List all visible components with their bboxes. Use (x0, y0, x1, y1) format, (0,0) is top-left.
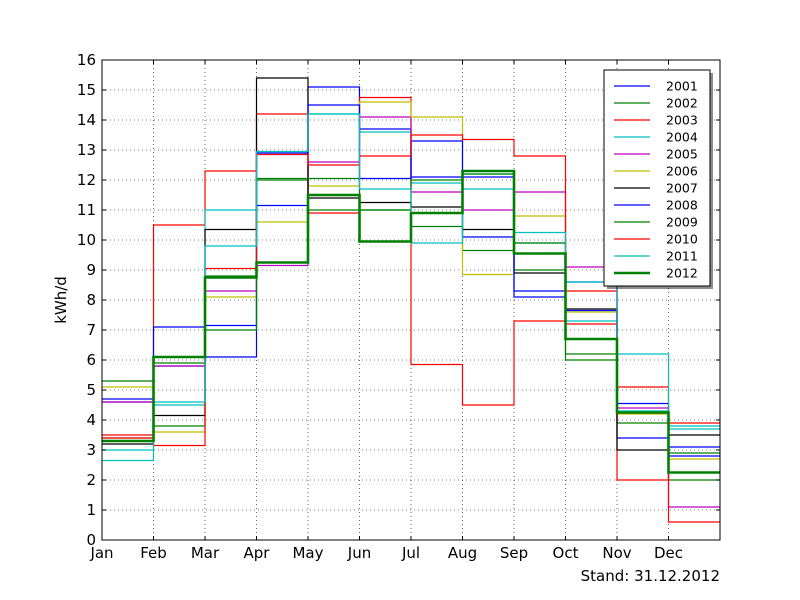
x-tick-label: Nov (602, 544, 631, 562)
legend-label-2011: 2011 (666, 249, 698, 264)
legend: 2001 2002 2003 2004 2005 2006 2007 2008 2009 2010… (603, 69, 713, 289)
legend-label-2003: 2003 (666, 113, 698, 128)
x-tick-label: Sep (500, 544, 528, 562)
x-tick-label: Dec (654, 544, 683, 562)
x-tick-label: Aug (448, 544, 477, 562)
y-tick-label: 11 (77, 201, 96, 219)
legend-label-2012: 2012 (666, 266, 698, 281)
y-tick-label: 14 (77, 111, 96, 129)
y-tick-label: 6 (86, 351, 96, 369)
x-tick-label: Oct (553, 544, 579, 562)
y-tick-label: 8 (86, 291, 96, 309)
x-tick-label: Feb (140, 544, 167, 562)
legend-label-2010: 2010 (666, 232, 698, 247)
y-tick-label: 1 (86, 501, 96, 519)
y-tick-label: 16 (77, 51, 96, 69)
y-tick-label: 9 (86, 261, 96, 279)
series-line-2012 (102, 169, 720, 474)
y-tick-label: 7 (86, 321, 96, 339)
stand-date: Stand: 31.12.2012 (580, 567, 720, 585)
y-tick-label: 0 (86, 531, 96, 549)
x-tick-label: Apr (244, 544, 271, 562)
y-tick-label: 13 (77, 141, 96, 159)
x-tick-label: Jul (401, 544, 420, 562)
legend-label-2005: 2005 (666, 147, 698, 162)
legend-label-2008: 2008 (666, 198, 698, 213)
x-tick-label: May (292, 544, 323, 562)
legend-label-2006: 2006 (666, 164, 698, 179)
y-tick-label: 2 (86, 471, 96, 489)
series-group (102, 77, 720, 523)
x-tick-label: Jan (89, 544, 113, 562)
y-axis-label: kWh/d (52, 276, 70, 324)
legend-label-2007: 2007 (666, 181, 698, 196)
x-tick-label: Mar (191, 544, 220, 562)
y-tick-label: 12 (77, 171, 96, 189)
legend-label-2004: 2004 (666, 130, 698, 145)
legend-box (603, 69, 711, 287)
y-tick-label: 4 (86, 411, 96, 429)
legend-label-2001: 2001 (666, 79, 698, 94)
legend-label-2009: 2009 (666, 215, 698, 230)
y-tick-label: 3 (86, 441, 96, 459)
y-tick-label: 5 (86, 381, 96, 399)
y-tick-label: 10 (77, 231, 96, 249)
x-tick-label: Jun (347, 544, 371, 562)
y-tick-label: 15 (77, 81, 96, 99)
legend-label-2002: 2002 (666, 96, 698, 111)
